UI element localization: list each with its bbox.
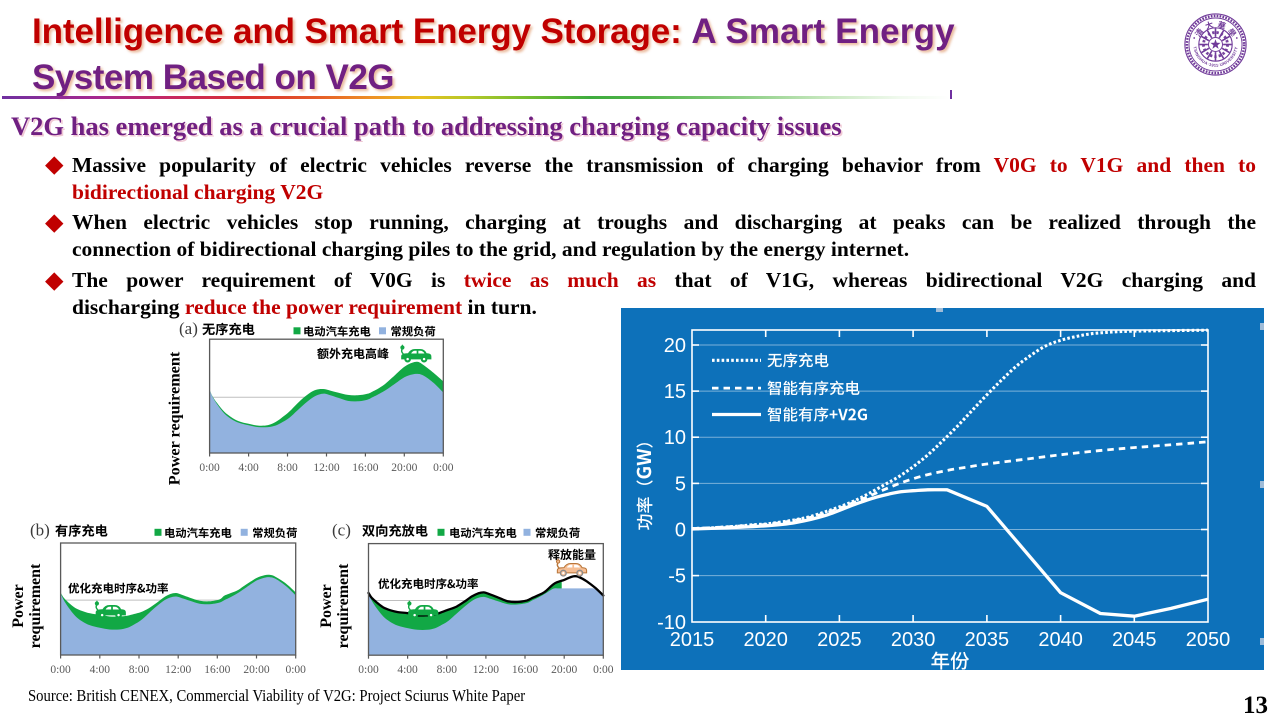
- svg-text:12:00: 12:00: [313, 462, 339, 474]
- svg-text:15: 15: [664, 381, 686, 403]
- svg-text:0:00: 0:00: [433, 462, 454, 474]
- svg-text:requirement: requirement: [27, 563, 44, 648]
- svg-text:20:00: 20:00: [243, 664, 269, 676]
- svg-text:Power requirement: Power requirement: [166, 351, 184, 485]
- svg-text:Power: Power: [318, 584, 335, 628]
- svg-text:20:00: 20:00: [391, 462, 417, 474]
- svg-text:20:00: 20:00: [551, 664, 577, 676]
- svg-text:2025: 2025: [817, 629, 862, 651]
- svg-text:2030: 2030: [891, 629, 936, 651]
- svg-text:16:00: 16:00: [512, 664, 538, 676]
- svg-text:8:00: 8:00: [437, 664, 458, 676]
- svg-text:4:00: 4:00: [397, 664, 418, 676]
- svg-text:(b): (b): [30, 521, 50, 540]
- svg-text:4:00: 4:00: [238, 462, 259, 474]
- svg-text:0: 0: [675, 520, 686, 542]
- svg-text:2035: 2035: [965, 629, 1010, 651]
- svg-text:4:00: 4:00: [90, 664, 111, 676]
- svg-text:0:00: 0:00: [199, 462, 220, 474]
- svg-text:Power: Power: [10, 584, 27, 628]
- svg-text:0:00: 0:00: [50, 664, 71, 676]
- svg-text:2015: 2015: [670, 629, 715, 651]
- svg-text:0:00: 0:00: [593, 664, 614, 676]
- svg-text:-10: -10: [657, 612, 686, 634]
- svg-text:20: 20: [664, 335, 686, 357]
- svg-text:(c): (c): [332, 521, 351, 540]
- svg-text:-5: -5: [668, 566, 686, 588]
- svg-text:12:00: 12:00: [165, 664, 191, 676]
- svg-text:0:00: 0:00: [358, 664, 379, 676]
- svg-text:16:00: 16:00: [204, 664, 230, 676]
- svg-text:0:00: 0:00: [285, 664, 306, 676]
- svg-text:10: 10: [664, 427, 686, 449]
- svg-text:2020: 2020: [743, 629, 788, 651]
- svg-text:16:00: 16:00: [352, 462, 378, 474]
- svg-text:8:00: 8:00: [129, 664, 150, 676]
- svg-text:5: 5: [675, 473, 686, 495]
- svg-text:(a): (a): [179, 319, 198, 338]
- svg-text:12:00: 12:00: [473, 664, 499, 676]
- svg-text:2045: 2045: [1112, 629, 1157, 651]
- svg-text:requirement: requirement: [335, 563, 352, 648]
- svg-text:8:00: 8:00: [277, 462, 298, 474]
- svg-text:2050: 2050: [1186, 629, 1231, 651]
- svg-text:2040: 2040: [1038, 629, 1083, 651]
